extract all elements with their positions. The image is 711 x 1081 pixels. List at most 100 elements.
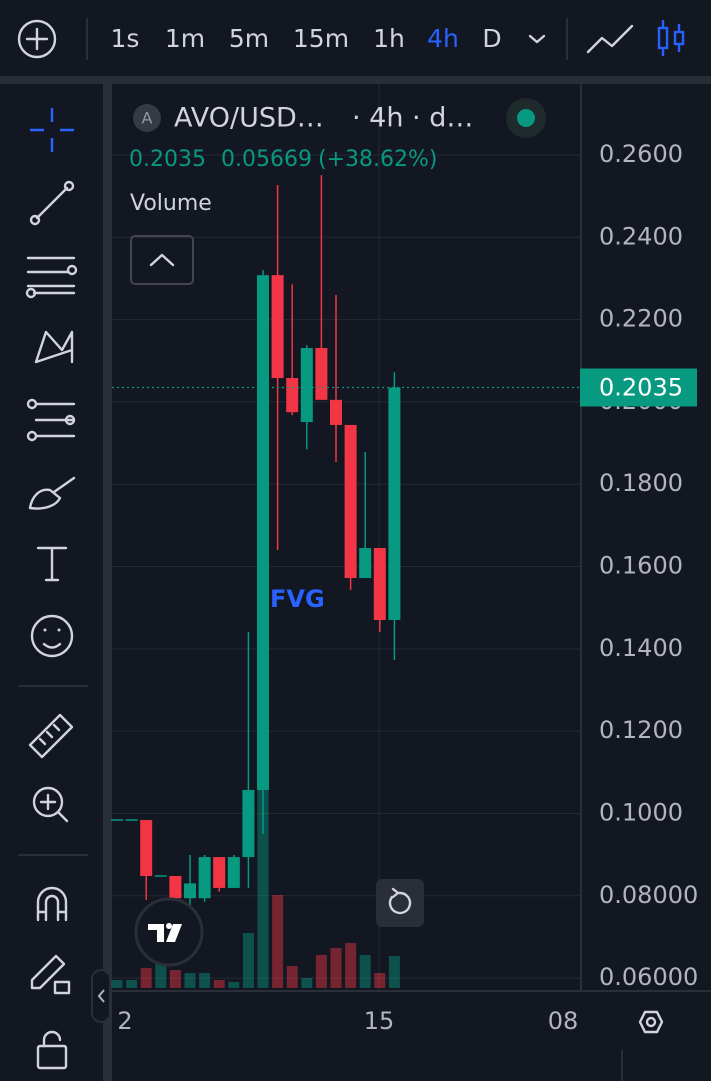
candle-body — [344, 424, 357, 579]
change-pct: (+38.62%) — [318, 147, 438, 172]
volume-bar — [359, 955, 371, 988]
tv-logo[interactable] — [134, 897, 204, 967]
interval-button[interactable]: D — [482, 24, 501, 53]
interval-button[interactable]: 15m — [293, 24, 349, 53]
volume-label: Volume — [130, 191, 212, 216]
y-tick-label: 0.1400 — [599, 634, 683, 662]
candle-body — [315, 347, 328, 400]
volume-bar — [199, 973, 211, 988]
separator — [580, 84, 582, 990]
volume-bar — [388, 956, 400, 988]
candle-chart-button[interactable] — [657, 20, 685, 56]
volume-bars — [111, 788, 400, 988]
status-dot — [517, 109, 535, 127]
symbol-icon-text: A — [142, 109, 153, 128]
y-tick-label: 0.2400 — [599, 222, 683, 250]
emoji-tool[interactable] — [30, 614, 74, 658]
interval-button[interactable]: 1m — [165, 24, 205, 53]
volume-bar — [184, 973, 196, 988]
trendline-tool[interactable] — [29, 180, 75, 226]
projection-tool[interactable] — [26, 398, 76, 442]
symbol-icon — [133, 104, 161, 132]
lock-tool[interactable] — [36, 1030, 68, 1070]
volume-bar — [315, 955, 327, 988]
volume-bar — [213, 980, 225, 988]
volume-bar — [126, 980, 138, 988]
y-tick-label: 0.2200 — [599, 305, 683, 333]
candle-body — [359, 547, 372, 579]
y-tick-label: 0.1800 — [599, 469, 683, 497]
x-tick-label: 15 — [364, 1007, 395, 1035]
candle-body — [388, 387, 401, 621]
separator — [112, 990, 711, 992]
crosshair-tool[interactable] — [30, 108, 74, 152]
time-axis: 2 15 08 — [117, 1007, 578, 1035]
price-axis: 0.26000.24000.22000.20000.18000.16000.14… — [112, 140, 698, 991]
reset-button[interactable] — [376, 879, 424, 927]
volume-bar — [242, 933, 254, 988]
interval-button[interactable]: 1s — [111, 24, 140, 53]
volume-bar — [374, 973, 386, 988]
candles — [111, 175, 401, 906]
fib-tool[interactable] — [25, 256, 78, 299]
magnet-tool[interactable] — [36, 886, 68, 922]
fvg-annotation: FVG — [270, 585, 325, 613]
volume-bar — [155, 963, 167, 988]
candle-body — [286, 378, 299, 413]
more-intervals[interactable] — [528, 34, 546, 44]
volume-bar — [111, 980, 123, 988]
interval-button[interactable]: 1h — [373, 24, 405, 53]
volume-bar — [140, 968, 152, 988]
y-tick-label: 0.1200 — [599, 716, 683, 744]
interval-button[interactable]: 4h — [427, 24, 459, 53]
candle-body — [169, 876, 182, 899]
candle-body — [213, 857, 226, 888]
last-value: 0.2035 — [129, 147, 206, 172]
candle-body — [373, 547, 386, 621]
candle-body — [184, 883, 196, 899]
interval-info: · 4h · d… — [352, 103, 473, 134]
ruler-tool[interactable] — [28, 713, 74, 759]
volume-bar — [286, 966, 298, 988]
change: 0.05669 — [221, 147, 312, 172]
x-tick-label: 2 — [117, 1007, 132, 1035]
add-button[interactable] — [17, 19, 57, 59]
interval-button[interactable]: 5m — [229, 24, 269, 53]
volume-bar — [169, 970, 181, 988]
candle-body — [242, 789, 255, 858]
y-tick-label: 0.1000 — [599, 798, 683, 826]
last-price-label: 0.2035 — [599, 373, 683, 401]
intervals: 1s 1m 5m 15m 1h 4h D — [111, 24, 502, 53]
y-tick-label: 0.08000 — [599, 881, 698, 909]
symbol[interactable]: AVO/USD… — [174, 103, 324, 134]
y-tick-label: 0.06000 — [599, 963, 698, 991]
line-chart-button[interactable] — [586, 24, 634, 54]
brush-tool[interactable] — [28, 476, 76, 510]
last-price-box — [580, 368, 697, 407]
separator — [103, 84, 112, 1081]
candle-body — [300, 347, 313, 423]
candle-body — [227, 857, 240, 888]
text-tool[interactable] — [36, 546, 68, 582]
collapse-legend[interactable] — [130, 235, 194, 285]
separator — [0, 76, 711, 84]
y-tick-label: 0.2600 — [599, 140, 683, 168]
candle-body — [330, 399, 342, 425]
volume-bar — [228, 982, 240, 988]
pattern-tool[interactable] — [34, 330, 74, 364]
volume-bar — [345, 943, 357, 988]
candle-body — [198, 857, 211, 899]
candle-body — [140, 820, 153, 877]
zoom-tool[interactable] — [32, 786, 69, 823]
lock-drawings[interactable] — [30, 954, 71, 995]
volume-bar — [330, 948, 342, 988]
volume-bar — [272, 895, 284, 988]
volume-bar — [257, 788, 269, 988]
x-tick-label: 08 — [548, 1007, 579, 1035]
candle-body — [271, 275, 284, 379]
settings-button[interactable] — [638, 1010, 664, 1034]
candle-body — [257, 275, 269, 790]
collapse-handle[interactable] — [91, 969, 111, 1023]
volume-bar — [301, 978, 313, 988]
